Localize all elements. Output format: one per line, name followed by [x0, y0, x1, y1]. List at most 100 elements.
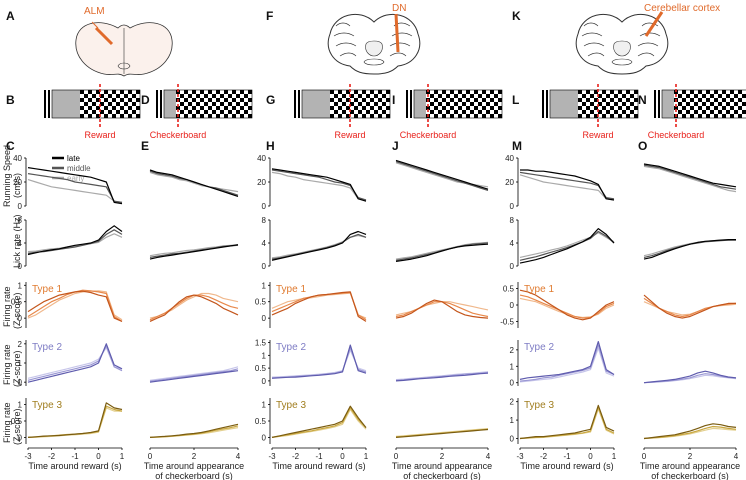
checker-square [84, 110, 88, 114]
gray-corridor [52, 90, 80, 118]
plot-alm-running-speed: 0 20 40 [13, 154, 123, 211]
checker-square [200, 90, 204, 94]
x-tick-label: 0 [96, 452, 101, 461]
checker-square [606, 102, 610, 106]
checker-square [594, 90, 598, 94]
checker-square [458, 90, 462, 94]
checker-square [462, 110, 466, 114]
series-line-late [643, 423, 737, 440]
checker-square [192, 106, 196, 110]
checker-square [614, 110, 618, 114]
series-line-late [271, 168, 367, 202]
checker-square [590, 110, 594, 114]
type-label-3: Type 3 [32, 400, 62, 411]
checker-square [442, 114, 446, 118]
checker-square [626, 90, 630, 94]
checker-square [232, 98, 236, 102]
y-tick-label: 2 [510, 346, 515, 355]
panel-letter-E: E [141, 139, 149, 153]
checker-square [478, 94, 482, 98]
checker-square [350, 102, 354, 106]
y-tick-label: 1 [18, 359, 23, 368]
y-tick-label: 0 [18, 262, 23, 271]
checker-square [450, 90, 454, 94]
type-label-2: Type 2 [32, 342, 62, 353]
checker-square [602, 90, 606, 94]
y-tick-label: 1 [18, 401, 23, 410]
checker-square [104, 106, 108, 110]
x-axis-title-checkerboard-2: of checkerboard (s) [651, 471, 729, 480]
checker-square [228, 110, 232, 114]
checker-square [454, 102, 458, 106]
checker-square [614, 102, 618, 106]
x-tick-label: -1 [315, 452, 323, 461]
checker-square [594, 114, 598, 118]
series-line-early [27, 347, 123, 379]
event-label-reward: Reward [84, 130, 115, 140]
series-line-early [271, 349, 367, 378]
series-line-late [519, 341, 615, 380]
y-tick-label: 1 [510, 416, 515, 425]
task-schematic-reward: Reward [542, 84, 639, 140]
checker-square [710, 94, 714, 98]
checker-square [578, 98, 582, 102]
ylabel-running-speed: Running Speed [2, 145, 12, 207]
series-line-late [643, 370, 737, 384]
checker-square [132, 110, 136, 114]
checker-square [128, 98, 132, 102]
checker-square [726, 110, 730, 114]
checker-square [586, 98, 590, 102]
checker-square [334, 110, 338, 114]
checker-square [618, 90, 622, 94]
checker-square [702, 110, 706, 114]
brain-label-cerebellar-cortex: Cerebellar cortex [644, 3, 720, 14]
checker-square [498, 106, 502, 110]
checker-square [208, 106, 212, 110]
checker-square [220, 102, 224, 106]
checker-square [216, 90, 220, 94]
checker-square [586, 106, 590, 110]
type-label-1: Type 1 [276, 284, 306, 295]
checker-square [88, 98, 92, 102]
checker-square [466, 98, 470, 102]
checker-square [590, 102, 594, 106]
checker-square [738, 114, 742, 118]
checker-square [678, 94, 682, 98]
checker-square [430, 110, 434, 114]
series-line-middle [519, 344, 615, 382]
checker-square [434, 98, 438, 102]
series-line-early [149, 171, 239, 193]
checker-square [634, 98, 638, 102]
checker-square [626, 106, 630, 110]
checker-square [80, 90, 84, 94]
alm-brain-section [75, 21, 173, 77]
checker-square [346, 98, 350, 102]
plot-alm-type-1-checkerboard- [149, 292, 239, 322]
series-line-late [27, 290, 123, 322]
checker-square [482, 98, 486, 102]
checker-square [466, 106, 470, 110]
checker-square [116, 110, 120, 114]
checker-square [438, 94, 442, 98]
series-line-late [27, 167, 123, 205]
series-line-late [271, 230, 367, 261]
x-tick-label: 1 [364, 452, 369, 461]
checker-square [96, 90, 100, 94]
gray-corridor [662, 90, 674, 118]
checker-square [228, 94, 232, 98]
checker-square [184, 114, 188, 118]
checker-square [132, 102, 136, 106]
checker-square [350, 94, 354, 98]
ylabel-zscore-1: (Z-score) [12, 293, 22, 330]
checker-square [482, 114, 486, 118]
task-schematic-checkerboard: Checkerboard [400, 84, 503, 140]
type-label-2: Type 2 [276, 342, 306, 353]
checker-square [346, 90, 350, 94]
checker-square [224, 90, 228, 94]
checker-square [706, 90, 710, 94]
checker-square [378, 90, 382, 94]
checker-square [196, 110, 200, 114]
checker-square [602, 106, 606, 110]
plot-alm-type-2: 0 1 2 Type 2 [18, 340, 123, 387]
